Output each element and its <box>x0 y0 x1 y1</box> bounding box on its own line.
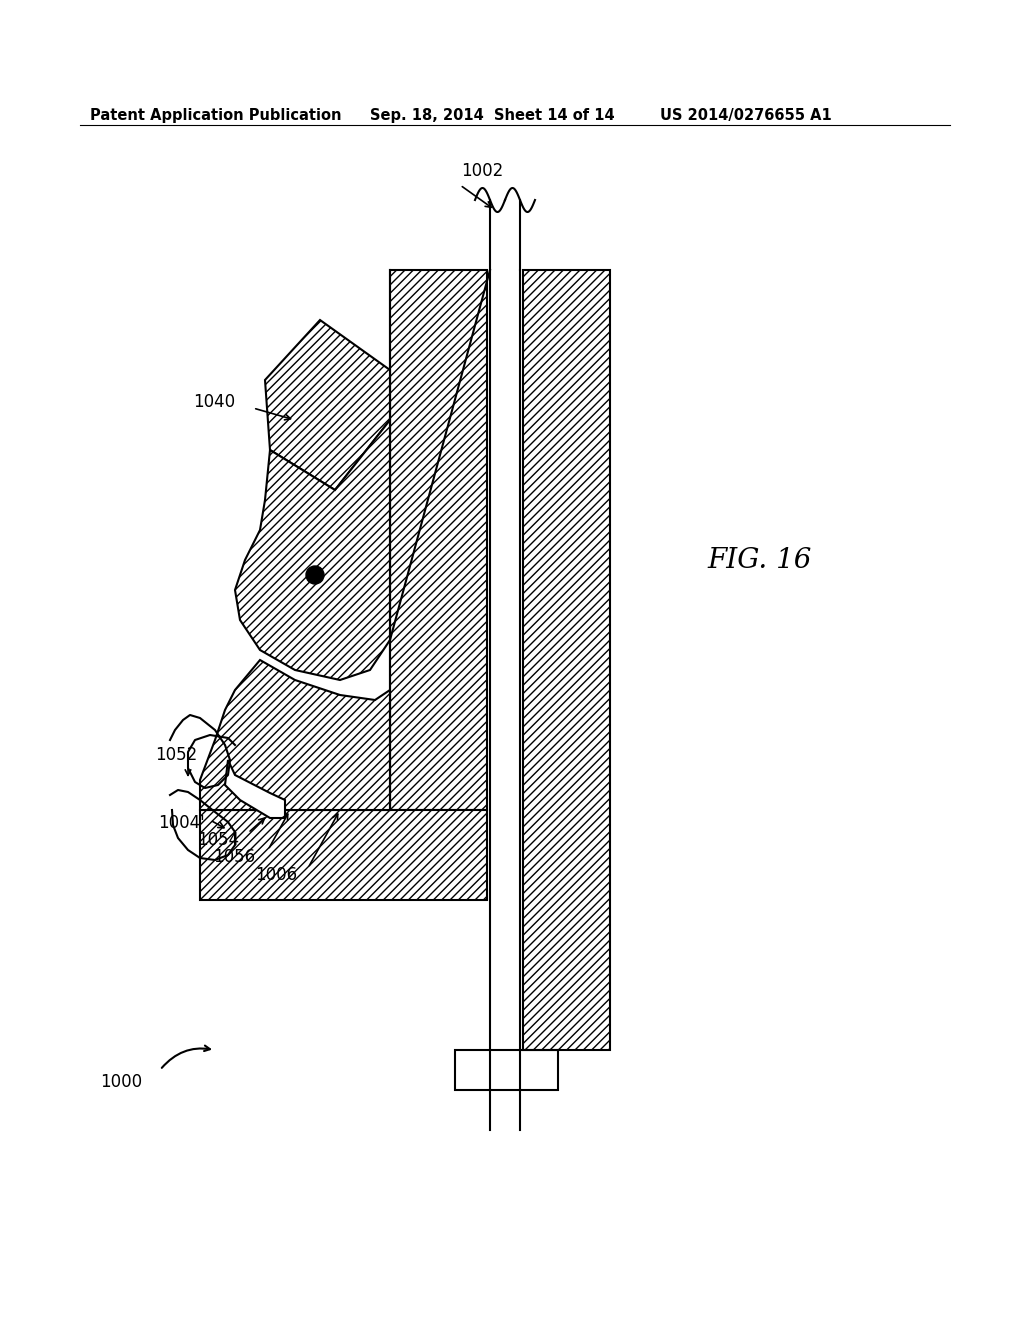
Polygon shape <box>523 271 610 1049</box>
Polygon shape <box>234 420 390 680</box>
Text: 1040: 1040 <box>193 393 236 411</box>
Polygon shape <box>200 810 487 900</box>
Text: 1000: 1000 <box>100 1073 142 1092</box>
Circle shape <box>306 566 324 583</box>
Text: FIG. 16: FIG. 16 <box>708 546 812 573</box>
Text: 1052: 1052 <box>155 746 198 764</box>
Text: 1002: 1002 <box>461 162 503 180</box>
Text: Sep. 18, 2014  Sheet 14 of 14: Sep. 18, 2014 Sheet 14 of 14 <box>370 108 614 123</box>
Text: US 2014/0276655 A1: US 2014/0276655 A1 <box>660 108 831 123</box>
Text: 1004': 1004' <box>158 814 205 832</box>
Text: 1006: 1006 <box>255 866 297 884</box>
Polygon shape <box>200 660 390 810</box>
Polygon shape <box>390 271 487 810</box>
Text: 1054: 1054 <box>197 832 240 849</box>
Text: 1056: 1056 <box>213 847 255 866</box>
Polygon shape <box>225 760 285 818</box>
Text: Patent Application Publication: Patent Application Publication <box>90 108 341 123</box>
Polygon shape <box>265 319 390 490</box>
